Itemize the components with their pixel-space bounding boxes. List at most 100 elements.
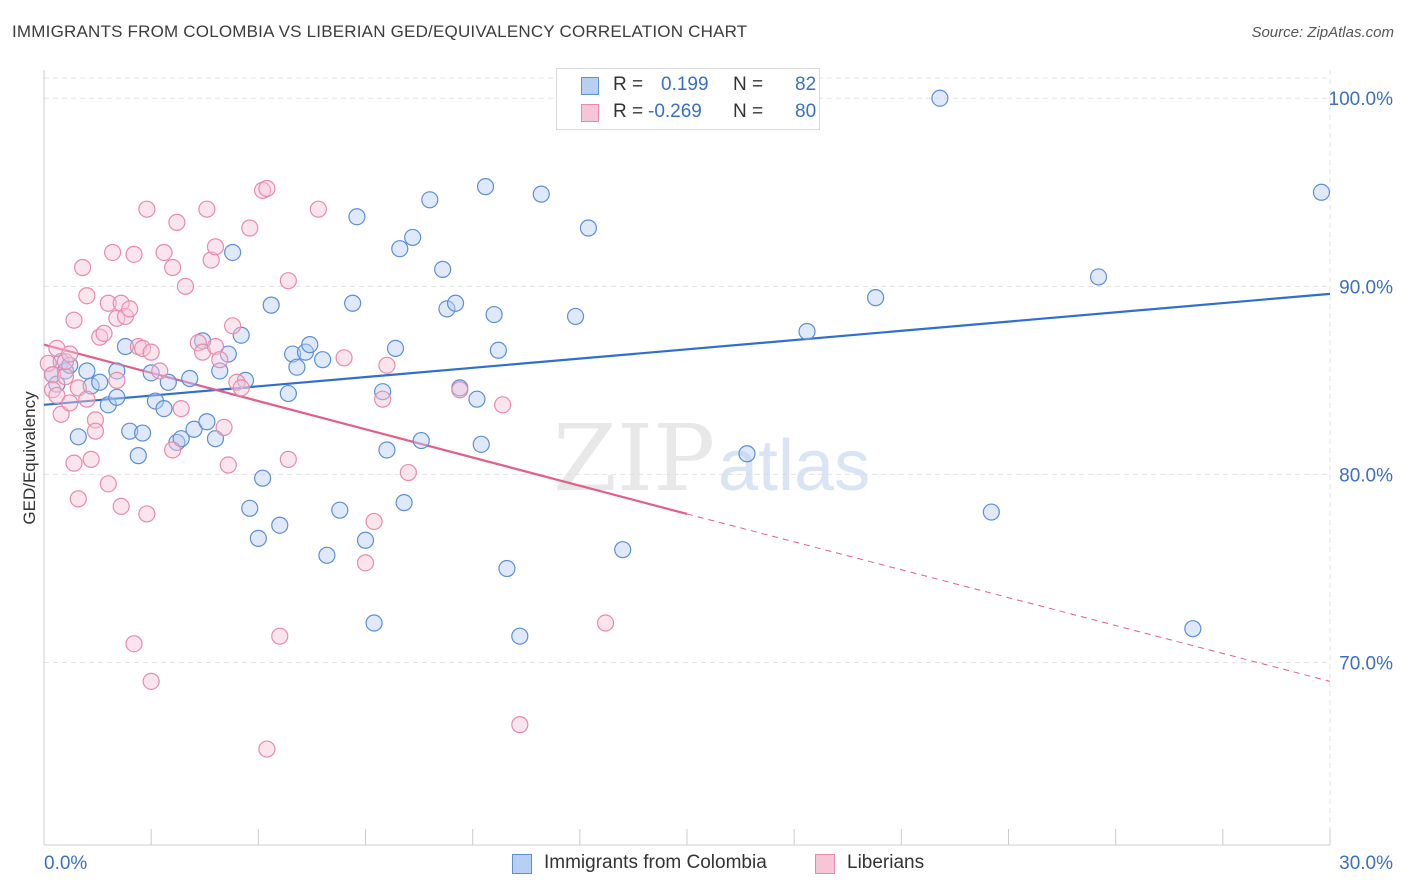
- point-liberian: [95, 324, 113, 342]
- point-liberian: [99, 475, 117, 493]
- point-liberian: [86, 422, 105, 440]
- point-liberian: [172, 399, 190, 418]
- point-liberian: [142, 343, 160, 361]
- point-colombia: [314, 351, 332, 369]
- watermark: ZIP atlas: [553, 405, 870, 512]
- point-colombia: [198, 413, 216, 431]
- point-colombia: [219, 345, 237, 363]
- point-liberian: [279, 450, 297, 468]
- point-liberian: [164, 258, 182, 277]
- point-colombia: [271, 516, 289, 534]
- y-axis-title: GED/Equivalency: [20, 391, 39, 525]
- point-colombia: [91, 373, 109, 391]
- point-liberian: [176, 277, 195, 295]
- point-colombia: [532, 185, 550, 203]
- point-colombia: [69, 428, 87, 446]
- point-colombia: [344, 294, 362, 312]
- legend-r-label: R =: [613, 74, 644, 95]
- point-colombia: [232, 326, 250, 344]
- point-colombia: [386, 339, 405, 357]
- point-colombia: [1312, 183, 1331, 201]
- point-liberian: [356, 554, 375, 572]
- y-tick-label: 100.0%: [1329, 89, 1394, 110]
- trend-line-liberians-extension: [686, 513, 1331, 682]
- bottom-legend-label-colombia: Immigrants from Colombia: [544, 852, 767, 873]
- bottom-legend-label-liberians: Liberians: [847, 852, 925, 873]
- point-colombia: [356, 531, 375, 549]
- point-colombia: [279, 384, 297, 403]
- point-colombia: [566, 307, 585, 326]
- point-liberian: [39, 354, 57, 373]
- point-colombia: [241, 499, 259, 517]
- watermark-atlas: atlas: [718, 426, 870, 506]
- point-colombia: [438, 300, 456, 318]
- point-colombia: [489, 341, 507, 359]
- point-colombia: [254, 469, 272, 487]
- point-liberian: [189, 334, 207, 352]
- point-liberian: [82, 450, 100, 468]
- watermark-zip: ZIP: [553, 405, 715, 512]
- y-tick-label: 70.0%: [1339, 654, 1393, 675]
- point-liberian: [202, 251, 220, 269]
- point-colombia: [614, 541, 632, 559]
- point-liberian: [164, 441, 182, 459]
- point-colombia: [318, 546, 336, 564]
- point-liberian: [99, 294, 117, 312]
- point-colombia: [931, 89, 949, 107]
- point-colombia: [579, 219, 598, 237]
- chart-title: IMMIGRANTS FROM COLOMBIA VS LIBERIAN GED…: [12, 22, 748, 41]
- bottom-legend-swatch-liberians: [815, 854, 835, 874]
- point-colombia: [395, 494, 413, 512]
- point-liberian: [451, 381, 469, 399]
- point-liberian: [155, 243, 173, 262]
- point-colombia: [108, 388, 126, 406]
- point-liberian: [374, 390, 392, 408]
- point-liberian: [78, 287, 96, 305]
- point-liberian: [121, 300, 139, 318]
- point-colombia: [78, 362, 96, 380]
- x-tick-label: 0.0%: [44, 853, 87, 874]
- point-colombia: [284, 345, 302, 363]
- point-colombia: [82, 377, 100, 395]
- point-liberian: [219, 456, 237, 474]
- point-colombia: [1089, 268, 1108, 286]
- point-colombia: [129, 447, 147, 465]
- point-colombia: [982, 503, 1000, 521]
- point-liberian: [279, 272, 297, 290]
- point-liberian: [168, 213, 186, 231]
- point-liberian: [271, 627, 289, 645]
- legend-r-value: -0.269: [648, 101, 702, 122]
- point-colombia: [511, 627, 529, 645]
- point-liberian: [142, 672, 160, 690]
- point-colombia: [412, 431, 430, 450]
- point-liberian: [61, 345, 79, 363]
- point-liberian: [56, 368, 75, 386]
- point-liberian: [125, 245, 143, 263]
- point-liberian: [65, 311, 83, 329]
- point-colombia: [348, 208, 366, 226]
- point-colombia: [181, 369, 199, 388]
- point-colombia: [738, 445, 756, 463]
- point-liberian: [211, 351, 229, 369]
- point-liberian: [596, 614, 615, 632]
- point-colombia: [206, 430, 225, 448]
- point-liberian: [494, 396, 512, 414]
- trend-lines: [43, 292, 1331, 682]
- point-colombia: [249, 529, 267, 547]
- point-colombia: [485, 305, 503, 324]
- y-tick-label: 90.0%: [1339, 277, 1393, 298]
- point-liberian: [399, 463, 417, 482]
- point-liberian: [511, 716, 529, 734]
- point-liberian: [309, 200, 327, 218]
- point-colombia: [224, 243, 242, 262]
- point-liberian: [61, 394, 79, 412]
- point-liberian: [48, 386, 66, 405]
- point-colombia: [185, 420, 203, 438]
- point-liberian: [103, 243, 122, 262]
- source-credit: Source: ZipAtlas.com: [1251, 24, 1394, 41]
- point-colombia: [301, 336, 319, 354]
- legend-n-value: 82: [795, 74, 817, 95]
- x-tick-label: 30.0%: [1339, 853, 1393, 874]
- point-liberian: [138, 200, 156, 218]
- legend-swatch-liberians: [581, 104, 599, 122]
